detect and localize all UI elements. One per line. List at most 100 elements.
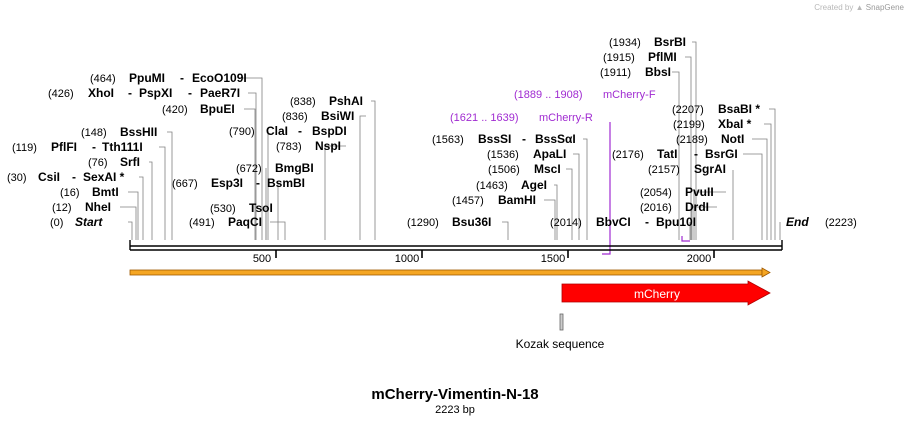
site-name: MscI: [534, 162, 561, 176]
site-name: PflFI: [51, 140, 77, 154]
site-xbai[interactable]: (2199) XbaI *: [673, 117, 752, 131]
site-apali[interactable]: (1536) ApaLI: [487, 147, 566, 161]
leader-bsu36i: [502, 221, 509, 240]
site-srfi[interactable]: (76) SrfI: [88, 155, 140, 169]
site-position: (838): [290, 96, 316, 108]
leader-pflfi: [159, 146, 166, 240]
site-position: (1290): [407, 217, 439, 229]
site-name: ApaLI: [533, 147, 566, 161]
mcherry-feature[interactable]: mCherry: [561, 280, 771, 306]
site-name: BsaBI *: [718, 102, 760, 116]
site-bsabi[interactable]: (2207) BsaBI *: [672, 102, 760, 116]
site-position: (1506): [488, 164, 520, 176]
site-name: BpuEI: [200, 102, 235, 116]
site-pflfi[interactable]: (119) PflFI - Tth111I: [12, 140, 143, 154]
site-position: (783): [276, 141, 302, 153]
site-bsiwi[interactable]: (836) BsiWI: [282, 109, 354, 123]
svg-text:-: -: [128, 86, 132, 100]
site-name: BmtI: [92, 185, 119, 199]
leader-pvuii: [693, 191, 726, 240]
site-name: CsiI: [38, 170, 60, 184]
leader-bsrgi: [743, 153, 763, 240]
end-name: End: [786, 215, 809, 229]
leader-bsssi: [583, 138, 588, 240]
site-bbsi[interactable]: (1911) BbsI: [600, 65, 671, 79]
site-noti[interactable]: (2189) NotI: [676, 132, 744, 146]
mcherry-feature-label: mCherry: [634, 287, 680, 301]
site-bsrbi[interactable]: (1934) BsrBI: [609, 35, 686, 49]
site-position: (2207): [672, 104, 704, 116]
map-length: 2223 bp: [435, 404, 475, 416]
primer-range: (1621 .. 1639): [450, 112, 519, 124]
primer-markers: [602, 122, 690, 255]
primer-mcherry-f-marker: [681, 236, 690, 242]
site-clai[interactable]: (790) ClaI - BspDI: [229, 124, 347, 138]
site-msci[interactable]: (1506) MscI: [488, 162, 561, 176]
site-bsu36i[interactable]: (1290) Bsu36I: [407, 215, 491, 229]
site-bpuei[interactable]: (420) BpuEI: [162, 102, 235, 116]
site-bsshii[interactable]: (148) BssHII: [81, 125, 157, 139]
site-position: (491): [189, 217, 215, 229]
site-bsssi[interactable]: (1563) BssSI - BssSαI: [432, 132, 576, 146]
site-position: (1463): [476, 180, 508, 192]
leader-bmti: [128, 191, 139, 240]
site-position: (2054): [640, 187, 672, 199]
site-name-alt: BsrGI: [705, 147, 738, 161]
site-bmgbi[interactable]: (672) BmgBI: [236, 161, 314, 175]
site-sgrai[interactable]: (2157) SgrAI: [648, 162, 726, 176]
site-position: (1934): [609, 37, 641, 49]
svg-text:-: -: [694, 147, 698, 161]
site-ppumi[interactable]: (464) PpuMI - EcoO109I: [90, 71, 247, 85]
site-bbvci[interactable]: (2014) BbvCI - Bpu10I: [550, 215, 696, 229]
svg-text:-: -: [72, 170, 76, 184]
site-pvuii[interactable]: (2054) PvuII: [640, 185, 714, 199]
site-name: AgeI: [521, 178, 547, 192]
ruler-tick-1000: 1000: [395, 253, 419, 265]
site-tsoi[interactable]: (530) TsoI: [210, 201, 273, 215]
site-drdi[interactable]: (2016) DrdI: [640, 200, 709, 214]
primer-mcherry-r-marker: [602, 122, 611, 255]
site-position: (2016): [640, 202, 672, 214]
credit-brand: SnapGene: [865, 3, 904, 12]
site-pflmi[interactable]: (1915) PflMI: [603, 50, 677, 64]
svg-text:-: -: [92, 140, 96, 154]
leader-lines: [120, 41, 781, 240]
site-position: (76): [88, 157, 108, 169]
site-position: (12): [52, 202, 72, 214]
site-position: (119): [12, 142, 37, 154]
site-name: PaqCI: [228, 215, 262, 229]
site-position: (2189): [676, 134, 708, 146]
site-name: BsiWI: [321, 109, 354, 123]
svg-text:-: -: [645, 215, 649, 229]
site-agei[interactable]: (1463) AgeI: [476, 178, 547, 192]
primer-mcherry-r[interactable]: (1621 .. 1639) mCherry-R: [450, 112, 593, 124]
site-esp3i[interactable]: (667) Esp3I - BsmBI: [172, 176, 305, 190]
site-name-alt: EcoO109I: [192, 71, 247, 85]
site-pshai[interactable]: (838) PshAI: [290, 94, 363, 108]
leader-apali: [573, 153, 580, 240]
site-xhoi[interactable]: (426) XhoI - PspXI - PaeR7I: [48, 86, 240, 100]
site-position: (1457): [452, 195, 484, 207]
site-csii[interactable]: (30) CsiI - SexAI *: [7, 170, 125, 184]
site-nspi[interactable]: (783) NspI: [276, 139, 341, 153]
leader-tsoi: [265, 207, 267, 240]
site-name-alt2: PaeR7I: [200, 86, 240, 100]
site-name-alt: BsmBI: [267, 176, 305, 190]
map-title: mCherry-Vimentin-N-18: [371, 386, 538, 403]
kozak-feature[interactable]: Kozak sequence: [516, 313, 605, 351]
site-bmti[interactable]: (16) BmtI: [60, 185, 119, 199]
site-name: PpuMI: [129, 71, 165, 85]
primer-mcherry-f[interactable]: (1889 .. 1908) mCherry-F: [514, 89, 656, 101]
site-tati[interactable]: (2176) TatI - BsrGI: [612, 147, 738, 161]
leader-xbai: [764, 123, 772, 240]
site-nhei[interactable]: (12) NheI: [52, 200, 111, 214]
leader-paqci: [270, 221, 286, 240]
site-paqci[interactable]: (491) PaqCI: [189, 215, 262, 229]
site-bamhi[interactable]: (1457) BamHI: [452, 193, 536, 207]
site-name: BmgBI: [275, 161, 314, 175]
leader-srfi: [149, 161, 153, 240]
site-name: NspI: [315, 139, 341, 153]
leader-bamhi: [544, 199, 556, 240]
site-name-alt: Tth111I: [102, 140, 143, 154]
site-name-alt: PspXI: [139, 86, 172, 100]
